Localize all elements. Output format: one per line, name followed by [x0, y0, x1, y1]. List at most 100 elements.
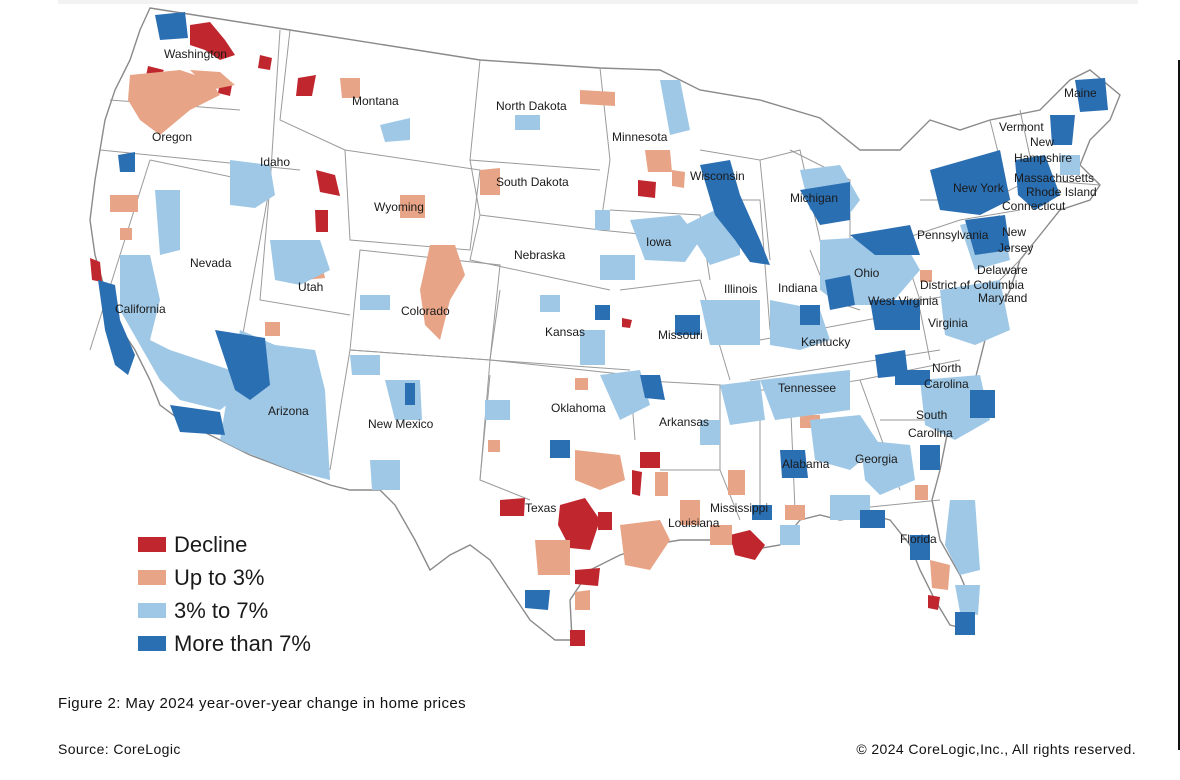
region-decline — [632, 470, 642, 496]
region-3-to-7 — [630, 215, 700, 262]
region-3-to-7 — [485, 400, 510, 420]
region-3-to-7 — [600, 370, 650, 420]
state-label: California — [115, 302, 166, 316]
region-more-than-7 — [405, 383, 415, 405]
region-more-than-7 — [1075, 78, 1108, 112]
state-label: Maine — [1064, 86, 1097, 100]
legend-swatch — [138, 537, 166, 552]
region-up-to-3 — [930, 560, 950, 590]
state-label: New York — [953, 181, 1005, 195]
region-more-than-7 — [170, 405, 225, 435]
state-label: Kentucky — [801, 335, 850, 349]
region-more-than-7 — [800, 305, 820, 325]
region-more-than-7 — [850, 225, 920, 255]
state-label: Carolina — [908, 426, 953, 440]
region-more-than-7 — [895, 370, 930, 385]
state-label: Illinois — [724, 282, 757, 296]
region-up-to-3 — [400, 195, 425, 218]
top-strip — [58, 0, 1138, 4]
region-decline — [190, 22, 235, 60]
us-map: Washington Oregon California Nevada Idah… — [60, 0, 1140, 670]
state-label: Vermont — [999, 120, 1044, 134]
state-label: Oregon — [152, 130, 192, 144]
region-3-to-7 — [270, 240, 330, 285]
state-label: North Dakota — [496, 99, 567, 113]
state-label: New — [1002, 225, 1026, 239]
region-3-to-7 — [660, 80, 690, 135]
region-3-to-7 — [230, 160, 275, 208]
region-decline — [640, 452, 660, 468]
region-3-to-7 — [945, 500, 980, 575]
region-more-than-7 — [595, 305, 610, 320]
region-more-than-7 — [752, 505, 772, 520]
state-label: Washington — [164, 47, 227, 61]
region-up-to-3 — [620, 520, 670, 570]
state-label: Wyoming — [374, 200, 424, 214]
region-3-to-7 — [955, 585, 980, 615]
state-label: Michigan — [790, 191, 838, 205]
region-3-to-7 — [780, 525, 800, 545]
region-3-to-7 — [515, 115, 540, 130]
state-label: Florida — [900, 532, 937, 546]
region-3-to-7 — [720, 380, 765, 425]
region-decline — [730, 530, 765, 560]
state-label: Hampshire — [1014, 151, 1072, 165]
region-up-to-3 — [785, 505, 805, 520]
region-up-to-3 — [110, 195, 138, 212]
region-3-to-7 — [580, 330, 605, 365]
state-label: Tennessee — [778, 381, 836, 395]
copyright-note: © 2024 CoreLogic,Inc., All rights reserv… — [856, 741, 1136, 757]
region-up-to-3 — [920, 270, 932, 282]
region-up-to-3 — [128, 70, 220, 135]
region-3-to-7 — [380, 118, 410, 142]
region-more-than-7 — [970, 390, 995, 418]
state-label: Wisconsin — [690, 169, 745, 183]
region-up-to-3 — [580, 90, 615, 106]
state-label: Virginia — [928, 316, 968, 330]
state-label: Rhode Island — [1026, 185, 1097, 199]
state-label: District of Columbia — [920, 278, 1024, 292]
state-label: West Virginia — [868, 294, 939, 308]
region-3-to-7 — [860, 440, 915, 495]
page-edge-rule — [1178, 60, 1180, 750]
region-more-than-7 — [780, 450, 808, 478]
state-label: Iowa — [646, 235, 672, 249]
region-3-to-7 — [1060, 155, 1080, 175]
figure-caption: Figure 2: May 2024 year-over-year change… — [58, 695, 467, 712]
region-3-to-7 — [120, 255, 240, 410]
state-labels: Washington Oregon California Nevada Idah… — [115, 47, 1097, 546]
region-3-to-7 — [700, 300, 760, 345]
state-label: Jersey — [998, 241, 1033, 255]
state-label: New Mexico — [368, 417, 434, 431]
state-label: Colorado — [401, 304, 450, 318]
region-up-to-3 — [340, 78, 360, 98]
region-3-to-7 — [540, 295, 560, 312]
region-3-to-7 — [360, 295, 390, 310]
region-3-to-7 — [370, 460, 400, 490]
region-more-than-7 — [800, 182, 850, 225]
state-label: Idaho — [260, 155, 290, 169]
state-label: North — [932, 361, 961, 375]
region-up-to-3 — [655, 472, 668, 496]
state-label: Indiana — [778, 281, 818, 295]
source-note: Source: CoreLogic — [58, 741, 181, 757]
state-label: Delaware — [977, 263, 1028, 277]
state-label: Kansas — [545, 325, 585, 339]
region-decline — [638, 180, 656, 198]
legend-label: 3% to 7% — [174, 597, 269, 623]
region-3-to-7 — [155, 190, 180, 255]
region-more-than-7 — [825, 275, 855, 310]
state-label: South — [916, 408, 947, 422]
regions-up-to-3 — [110, 70, 950, 610]
region-3-to-7 — [760, 370, 850, 420]
region-decline — [315, 210, 328, 232]
us-map-svg: Washington Oregon California Nevada Idah… — [89, 7, 1121, 646]
state-label: Massachusetts — [1014, 171, 1094, 185]
state-borders — [89, 29, 1101, 521]
region-decline — [316, 170, 340, 196]
legend-item-more-than-7: More than 7% — [138, 627, 311, 660]
state-label: Connecticut — [1002, 199, 1066, 213]
state-label: Ohio — [854, 266, 880, 280]
state-label: Texas — [525, 501, 556, 515]
legend-label: More than 7% — [174, 630, 311, 656]
